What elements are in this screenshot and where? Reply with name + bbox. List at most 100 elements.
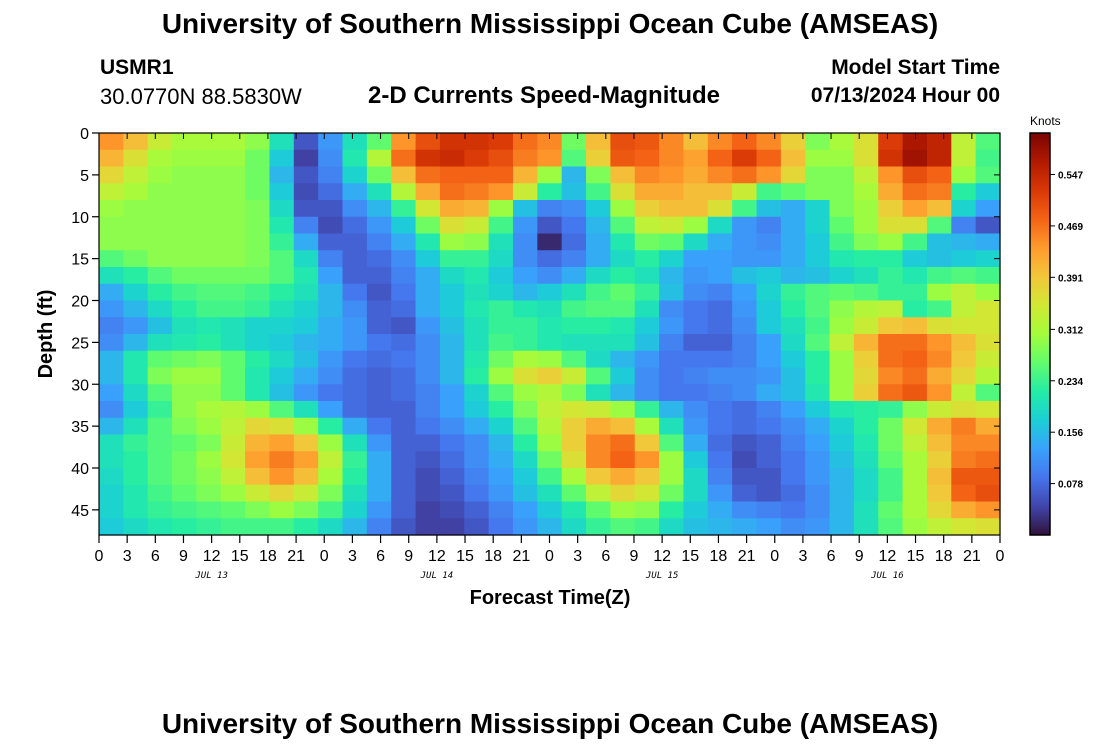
heatmap-cell (561, 384, 587, 402)
heatmap-cell (878, 501, 904, 519)
heatmap-cell (878, 267, 904, 285)
heatmap-cell (853, 501, 879, 519)
heatmap-cell (537, 417, 563, 436)
heatmap-cell (732, 501, 758, 519)
heatmap-cell (853, 200, 879, 218)
heatmap-cell (488, 417, 514, 436)
heatmap-cell (99, 484, 124, 503)
heatmap-cell (561, 451, 587, 469)
heatmap-cell (537, 216, 563, 235)
heatmap-cell (391, 250, 417, 268)
heatmap-cell (878, 250, 904, 268)
heatmap-cell (196, 417, 222, 436)
heatmap-cell (610, 317, 636, 335)
heatmap-cell (99, 468, 124, 486)
heatmap-cell (147, 149, 173, 168)
heatmap-cell (537, 166, 563, 184)
heatmap-cell (610, 350, 636, 369)
heatmap-cell (659, 417, 685, 436)
heatmap-cell (683, 451, 709, 469)
colorbar-tick-label: 0.391 (1058, 273, 1083, 284)
heatmap-cell (269, 350, 295, 369)
heatmap-cell (269, 267, 295, 285)
heatmap-cell (586, 183, 611, 201)
y-tick-label: 15 (71, 252, 89, 269)
y-tick-label: 0 (80, 126, 89, 143)
heatmap-cell (342, 267, 368, 285)
heatmap-cell (293, 233, 319, 251)
heatmap-cell (659, 501, 685, 519)
heatmap-cell (439, 468, 465, 486)
heatmap-cell (537, 384, 563, 402)
heatmap-cell (415, 468, 441, 486)
heatmap-cell (659, 216, 685, 235)
heatmap-cell (707, 250, 733, 268)
heatmap-cell (293, 183, 319, 201)
heatmap-cell (269, 384, 295, 402)
heatmap-cell (853, 384, 879, 402)
heatmap-cell (293, 384, 319, 402)
heatmap-cell (220, 334, 246, 352)
heatmap-cell (902, 216, 928, 235)
heatmap-cell (951, 216, 977, 235)
heatmap-cell (123, 468, 149, 486)
heatmap-cell (707, 267, 733, 285)
x-tick-label: 3 (123, 548, 132, 565)
heatmap-cell (123, 317, 149, 335)
heatmap-cell (780, 518, 806, 536)
heatmap-cell (634, 283, 660, 302)
heatmap-cell (853, 267, 879, 285)
heatmap-cell (780, 233, 806, 251)
heatmap-cell (586, 200, 611, 218)
heatmap-cell (853, 518, 879, 536)
heatmap-cell (439, 451, 465, 469)
heatmap-cell (196, 300, 222, 318)
heatmap-cell (439, 334, 465, 352)
heatmap-cell (293, 334, 319, 352)
heatmap-cell (245, 367, 271, 385)
footer-title: University of Southern Mississippi Ocean… (161, 708, 939, 739)
heatmap-cell (756, 166, 782, 184)
heatmap-cell (464, 417, 490, 436)
heatmap-cell (196, 501, 222, 519)
heatmap-cell (488, 384, 514, 402)
heatmap-cell (634, 300, 660, 318)
heatmap-cell (196, 384, 222, 402)
heatmap-cell (805, 166, 831, 184)
heatmap-cell (780, 334, 806, 352)
date-label: JUL 13 (194, 571, 228, 581)
heatmap-cell (464, 149, 490, 168)
heatmap-cell (99, 216, 124, 235)
heatmap-cell (391, 434, 417, 452)
heatmap-cell (878, 166, 904, 184)
heatmap-cell (756, 149, 782, 168)
y-tick-label: 5 (80, 168, 89, 185)
heatmap-cell (172, 501, 197, 519)
heatmap-cell (439, 367, 465, 385)
heatmap-cell (586, 367, 611, 385)
heatmap-cell (172, 484, 197, 503)
heatmap-cell (829, 267, 855, 285)
heatmap-cell (951, 518, 977, 536)
heatmap-cell (878, 350, 904, 369)
heatmap-cell (707, 468, 733, 486)
heatmap-cell (147, 283, 173, 302)
heatmap-cell (853, 300, 879, 318)
model-start-value: 07/13/2024 Hour 00 (810, 84, 1000, 107)
heatmap-cell (366, 149, 392, 168)
heatmap-cell (659, 367, 685, 385)
heatmap-cell (683, 350, 709, 369)
heatmap-cell (878, 149, 904, 168)
heatmap-cell (366, 250, 392, 268)
heatmap-cell (586, 250, 611, 268)
heatmap-cell (683, 250, 709, 268)
x-tick-label: 18 (484, 548, 502, 565)
heatmap-cell (659, 233, 685, 251)
heatmap-cell (439, 501, 465, 519)
heatmap-cell (561, 183, 587, 201)
heatmap-cell (878, 216, 904, 235)
heatmap-cell (366, 401, 392, 419)
heatmap-cell (756, 468, 782, 486)
heatmap-cell (318, 501, 344, 519)
heatmap-cell (634, 133, 660, 151)
